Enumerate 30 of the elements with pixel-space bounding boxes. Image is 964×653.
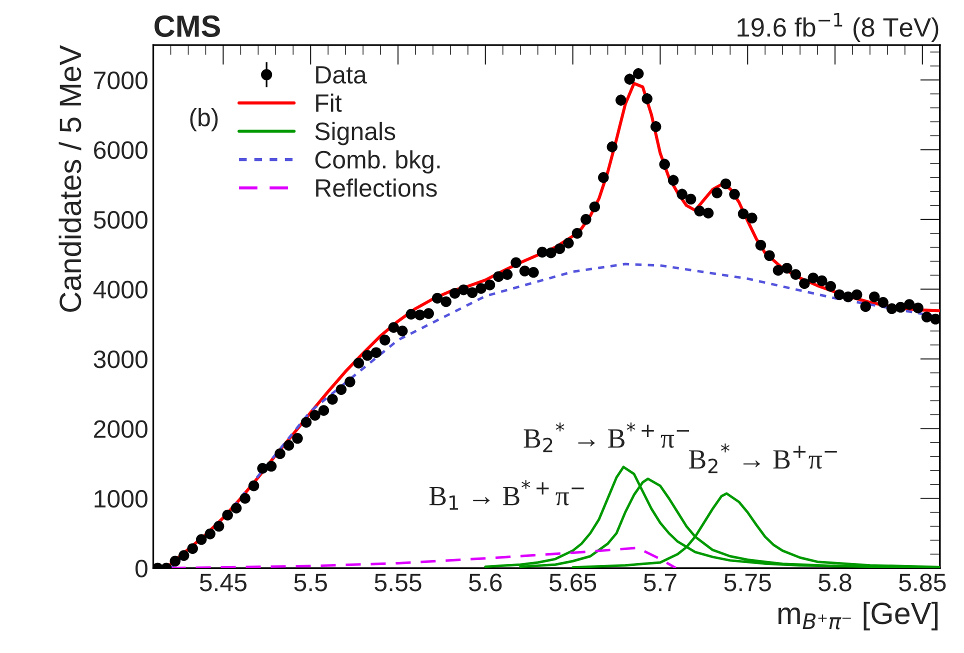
x-axis-title: m$_{B⁺π⁻}$ [GeV]	[778, 602, 938, 630]
annotation: B$_{1}$ → B$^{*+}$π$^{−}$	[429, 480, 584, 510]
y-tick-label: 5000	[94, 211, 148, 229]
y-tick-label: 6000	[94, 141, 148, 159]
x-tick-label: 5.65	[549, 574, 596, 592]
y-tick-label: 3000	[94, 350, 148, 368]
chart-title: CMS	[154, 15, 220, 38]
y-tick-label: 0	[135, 560, 148, 578]
x-tick-label: 5.8	[818, 574, 852, 592]
legend-label: Comb. bkg.	[315, 150, 440, 174]
x-tick-label: 5.75	[724, 574, 771, 592]
x-tick-label: 5.5	[294, 574, 327, 592]
legend-label: Signals	[315, 122, 396, 146]
x-tick-label: 5.45	[200, 574, 246, 592]
annotation: B$_{2}$$^{*}$ → B$^{*+}$π$^{−}$	[524, 422, 689, 452]
y-tick-label: 1000	[94, 490, 148, 508]
x-tick-label: 5.85	[899, 574, 946, 592]
legend-label: Reflections	[316, 178, 437, 197]
y-axis-title: Candidates / 5 MeV	[58, 45, 82, 312]
chart-subtitle: 19.6 fb$^{−1}$ (8 TeV)	[738, 12, 938, 42]
annotation: B$_{2}$$^{*}$ → B$^{+}$π$^{−}$	[688, 443, 837, 474]
x-tick-label: 5.7	[644, 574, 676, 592]
x-tick-label: 5.55	[374, 574, 422, 592]
y-tick-label: 2000	[94, 420, 148, 438]
annotation: (b)	[190, 108, 218, 132]
legend-label: Fit	[316, 94, 342, 112]
y-tick-label: 7000	[94, 72, 148, 90]
y-tick-label: 4000	[93, 280, 148, 298]
legend-label: Data	[316, 66, 367, 84]
x-tick-label: 5.6	[469, 574, 502, 592]
